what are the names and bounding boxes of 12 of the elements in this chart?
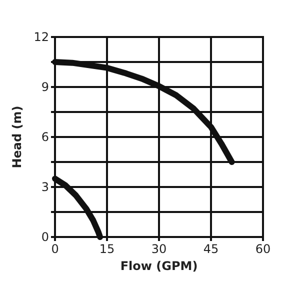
x-tick-label: 45	[203, 242, 219, 256]
y-tick-label: 6	[41, 130, 49, 144]
x-tick-label: 60	[255, 242, 271, 256]
y-tick-label: 0	[41, 230, 49, 244]
x-axis-title: Flow (GPM)	[120, 258, 198, 273]
y-tick-label: 9	[41, 80, 49, 94]
y-tick-label: 12	[34, 30, 49, 44]
y-tick-label: 3	[41, 180, 49, 194]
x-tick-label: 15	[99, 242, 115, 256]
x-tick-label: 30	[151, 242, 167, 256]
x-tick-label: 0	[51, 242, 59, 256]
y-axis-title: Head (m)	[10, 106, 24, 168]
